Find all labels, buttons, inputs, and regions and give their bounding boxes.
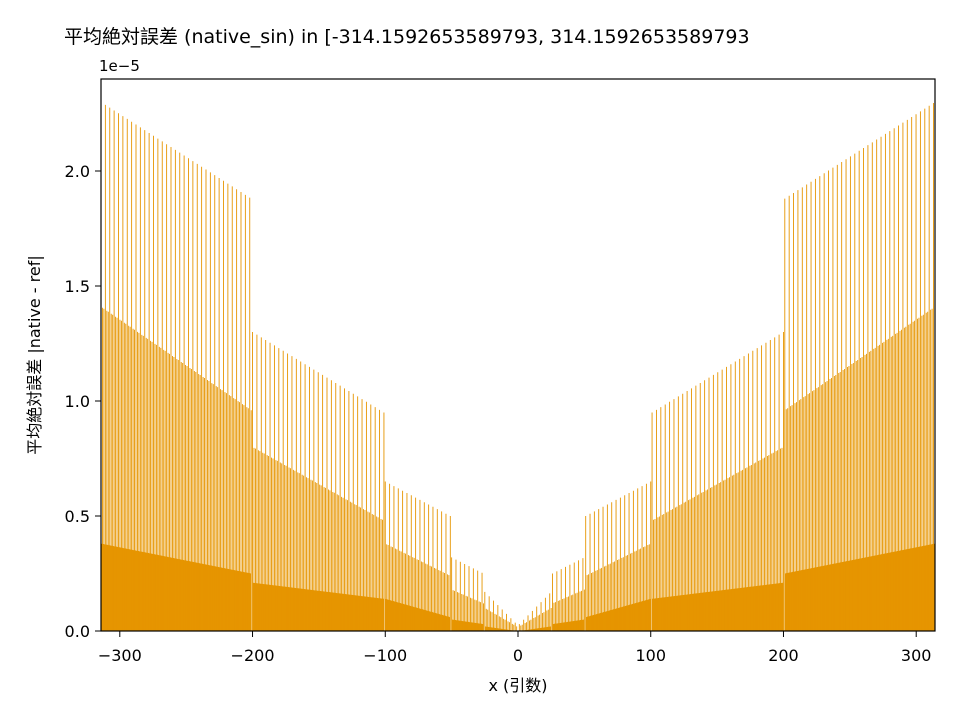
x-tick-label: −200 xyxy=(231,646,275,665)
x-axis-label: x (引数) xyxy=(488,676,547,695)
bar-fill-area xyxy=(484,626,517,631)
x-axis-ticks: −300 −200 −100 0 100 200 300 xyxy=(98,631,932,665)
y-tick-label: 0.5 xyxy=(65,507,90,526)
y-tick-label: 1.5 xyxy=(65,277,90,296)
bar-segment xyxy=(552,558,585,631)
bar-segment xyxy=(651,332,784,631)
y-axis-label: 平均絶対誤差 |native - ref| xyxy=(25,255,44,455)
bar-segment xyxy=(784,102,936,631)
bar-segment xyxy=(518,593,552,631)
bar-segment xyxy=(585,481,652,631)
chart-title: 平均絶対誤差 (native_sin) in [-314.15926535897… xyxy=(64,26,750,48)
y-axis-ticks: 0.0 0.5 1.0 1.5 2.0 xyxy=(65,162,101,641)
x-tick-label: −100 xyxy=(363,646,407,665)
x-tick-label: 100 xyxy=(635,646,666,665)
x-tick-label: 0 xyxy=(513,646,523,665)
bar-segment xyxy=(252,332,385,631)
bar-fill-area xyxy=(784,543,935,631)
y-tick-label: 2.0 xyxy=(65,162,90,181)
bar-segment xyxy=(484,591,518,631)
y-offset-label: 1e−5 xyxy=(99,57,140,75)
bar-segment xyxy=(451,557,484,631)
y-tick-label: 0.0 xyxy=(65,622,90,641)
bar-segment xyxy=(384,481,451,631)
bar-fill-area xyxy=(519,626,552,631)
bar-fill-area xyxy=(101,543,252,631)
x-tick-label: 200 xyxy=(768,646,799,665)
bars-group xyxy=(100,102,936,631)
x-tick-label: −300 xyxy=(98,646,142,665)
bar-segment xyxy=(100,102,252,631)
x-tick-label: 300 xyxy=(901,646,932,665)
y-tick-label: 1.0 xyxy=(65,392,90,411)
